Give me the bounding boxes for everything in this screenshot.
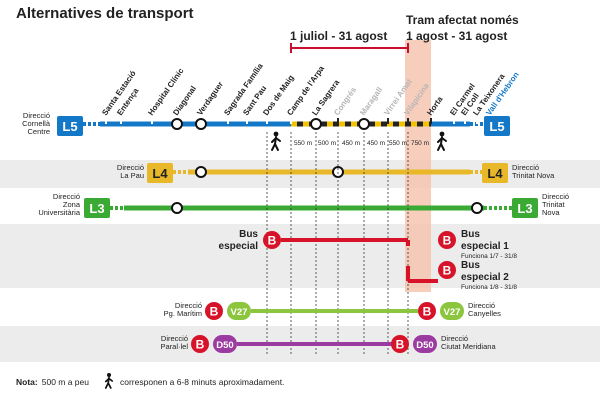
l3-badge-right-text: L3 [517, 201, 532, 216]
l4-direction-left: Direcció La Pau [117, 163, 144, 180]
d50-bus-badge-right-letter: B [396, 338, 405, 352]
bus-especial-1-badge [438, 231, 456, 249]
walking-distance-label: 500 m [318, 140, 336, 147]
l4-badge-right [482, 163, 508, 183]
footnote-text-end: corresponen a 6-8 minuts aproximadament. [120, 377, 284, 387]
walking-person-icon [271, 131, 281, 151]
page-title: Alternatives de transport [16, 5, 194, 22]
d50-bus-badge-left-letter: B [196, 338, 205, 352]
l3-badge-left-text: L3 [89, 201, 104, 216]
v27-direction-left: Direcció Pg. Marítim [164, 301, 202, 318]
affected-segment-highlight [405, 40, 431, 292]
bus-especial: Bus especial B B Bus especial 1 Funciona 1… [219, 229, 518, 291]
bus-especial-1-badge-letter: B [443, 234, 452, 248]
l5-station-ticks [105, 118, 478, 130]
walking-person-icon [437, 131, 447, 151]
d50-direction-right: Direcció Ciutat Meridiana [441, 334, 496, 351]
walking-distance-label: 550 m [294, 140, 312, 147]
footnote-distance: 500 m a peu [42, 377, 90, 387]
walking-person-icon [104, 373, 114, 389]
walking-distance-label: 750 m [411, 140, 429, 147]
band-bus-especial [0, 224, 600, 288]
l4-badge-right-text: L4 [487, 166, 503, 181]
bus-especial-left-label: Bus especial [219, 229, 259, 252]
walking-distance-label: 450 m [342, 140, 360, 147]
line-l3: Direcció Zona Universitària L3 L3 Direcció… [38, 192, 569, 218]
l5-badge-right [484, 116, 510, 136]
d50-bus-badge-right [391, 335, 409, 353]
d50-badge-left [213, 335, 237, 353]
period-2-label-line2: 1 agost - 31 agost [406, 29, 507, 43]
l5-direction-left: Direcció Cornellà Centre [22, 111, 51, 136]
l3-badge-right [512, 198, 538, 218]
v27-direction-right: Direcció Canyelles [468, 301, 501, 318]
l3-direction-left: Direcció Zona Universitària [38, 192, 81, 217]
l3-interchange-diagonal [171, 202, 183, 214]
bus-especial-1-title: Bus especial 1 [461, 229, 509, 252]
l3-interchange-vall-hebron [471, 202, 483, 214]
walking-distances: 550 m 500 m 450 m 450 m 550 m 750 m [294, 140, 429, 147]
footnote-text: Nota: 500 m a peu [16, 377, 89, 387]
bus-especial-2-schedule: Funciona 1/8 - 31/8 [461, 284, 517, 291]
d50-badge-right [413, 335, 437, 353]
bus-especial-left-badge [263, 231, 281, 249]
footnote: Nota: 500 m a peu corresponen a 6-8 minut… [16, 373, 284, 389]
period-1-label: 1 juliol - 31 agost [290, 29, 387, 43]
bus-d50: Direcció Paral·lel B D50 B D50 Direcció Ci… [160, 334, 496, 353]
bus-especial-1-schedule: Funciona 1/7 - 31/8 [461, 253, 517, 260]
l3-direction-right: Direcció Trinitat Nova [542, 192, 569, 217]
v27-badge-right [440, 302, 464, 320]
l5-interchange-station [310, 118, 322, 130]
l4-badge-left-text: L4 [152, 166, 168, 181]
walking-distance-label: 550 m [389, 140, 407, 147]
walking-distance-label: 450 m [367, 140, 385, 147]
bus-especial-2-title: Bus especial 2 [461, 260, 509, 283]
l5-interchange-station [195, 118, 207, 130]
period-2-label-line1: Tram afectat només [406, 13, 519, 27]
l5-badge-right-text: L5 [489, 119, 504, 134]
l4-badge-left [147, 163, 173, 183]
v27-badge-left-text: V27 [231, 307, 248, 318]
bus-especial-left-badge-letter: B [268, 234, 277, 248]
bus-especial-2-badge-letter: B [443, 264, 452, 278]
line-l4: Direcció La Pau L4 L4 Direcció Trinitat No… [117, 163, 555, 183]
station-label: Maragall [358, 85, 384, 117]
d50-direction-left: Direcció Paral·lel [160, 334, 188, 351]
v27-bus-badge-left [205, 302, 223, 320]
bus-v27: Direcció Pg. Marítim B V27 B V27 Direcció… [164, 301, 501, 320]
l5-badge-left [57, 116, 83, 136]
footnote-bold: Nota: [16, 377, 38, 387]
d50-bus-badge-left [191, 335, 209, 353]
v27-badge-left [227, 302, 251, 320]
v27-bus-badge-right-letter: B [423, 305, 432, 319]
v27-bus-badge-left-letter: B [210, 305, 219, 319]
bus-especial-2-badge [438, 261, 456, 279]
v27-bus-badge-right [418, 302, 436, 320]
d50-badge-left-text: D50 [216, 340, 233, 351]
v27-badge-right-text: V27 [444, 307, 461, 318]
l4-direction-right: Direcció Trinitat Nova [512, 163, 555, 180]
l4-interchange-verdaguer [195, 166, 207, 178]
l5-badge-left-text: L5 [62, 119, 77, 134]
l5-interchange-station [171, 118, 183, 130]
station-label: Verdaguer [195, 80, 225, 117]
l3-badge-left [84, 198, 110, 218]
l5-interchange-station [358, 118, 370, 130]
d50-badge-right-text: D50 [416, 340, 433, 351]
